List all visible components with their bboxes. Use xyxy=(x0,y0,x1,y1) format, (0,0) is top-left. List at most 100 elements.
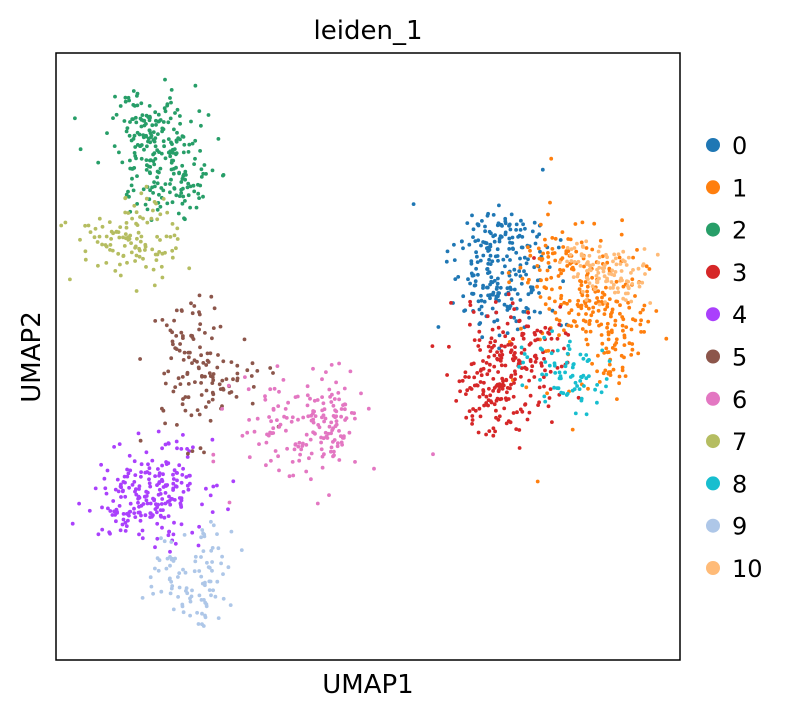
point-cluster-4 xyxy=(133,473,138,477)
point-cluster-1 xyxy=(590,361,594,366)
point-cluster-5 xyxy=(166,369,171,374)
cluster-3-points xyxy=(430,256,581,450)
point-cluster-8 xyxy=(540,347,544,352)
point-cluster-8 xyxy=(572,387,577,391)
point-cluster-8 xyxy=(599,390,604,395)
point-cluster-3 xyxy=(490,327,495,332)
point-cluster-4 xyxy=(210,510,215,514)
point-cluster-2 xyxy=(197,109,202,113)
point-cluster-4 xyxy=(174,439,179,444)
point-cluster-6 xyxy=(329,445,334,450)
point-cluster-7 xyxy=(108,243,113,247)
point-cluster-3 xyxy=(470,422,474,426)
point-cluster-1 xyxy=(546,261,551,265)
point-cluster-3 xyxy=(528,393,533,398)
point-cluster-5 xyxy=(197,412,202,417)
point-cluster-2 xyxy=(155,175,160,180)
point-cluster-1 xyxy=(589,313,594,318)
point-cluster-7 xyxy=(152,283,157,288)
point-cluster-6 xyxy=(281,378,286,382)
point-cluster-5 xyxy=(210,397,215,402)
point-cluster-0 xyxy=(498,285,503,290)
point-cluster-1 xyxy=(584,312,588,316)
point-cluster-7 xyxy=(168,235,173,239)
point-cluster-1 xyxy=(638,322,643,327)
point-cluster-3 xyxy=(481,389,486,394)
point-cluster-3 xyxy=(486,344,491,349)
point-cluster-2 xyxy=(216,137,221,141)
point-cluster-6 xyxy=(296,444,301,449)
point-cluster-2 xyxy=(78,147,83,152)
point-cluster-4 xyxy=(121,512,126,516)
point-cluster-4 xyxy=(172,468,177,473)
point-cluster-3 xyxy=(525,417,530,422)
point-cluster-1 xyxy=(580,220,585,225)
point-cluster-5 xyxy=(210,375,215,380)
point-cluster-2 xyxy=(123,95,128,100)
point-cluster-8 xyxy=(547,363,552,368)
point-cluster-1 xyxy=(623,374,628,378)
legend-item-1: 1 xyxy=(706,174,747,202)
point-cluster-2 xyxy=(128,120,132,124)
point-cluster-5 xyxy=(224,377,229,381)
point-cluster-2 xyxy=(125,126,130,130)
point-cluster-2 xyxy=(145,144,149,149)
point-cluster-9 xyxy=(181,610,186,615)
point-cluster-9 xyxy=(189,594,194,599)
point-cluster-1 xyxy=(610,330,614,335)
point-cluster-0 xyxy=(484,241,489,246)
point-cluster-3 xyxy=(511,358,516,363)
point-cluster-0 xyxy=(487,248,492,252)
point-cluster-6 xyxy=(292,447,297,452)
point-cluster-0 xyxy=(497,203,501,208)
point-cluster-5 xyxy=(162,371,167,376)
point-cluster-1 xyxy=(619,232,624,237)
point-cluster-6 xyxy=(359,391,363,396)
point-cluster-6 xyxy=(339,440,344,445)
point-cluster-10 xyxy=(587,253,592,258)
point-cluster-2 xyxy=(201,194,205,199)
point-cluster-4 xyxy=(116,489,121,494)
legend-marker-7 xyxy=(706,434,720,449)
point-cluster-1 xyxy=(614,299,619,304)
point-cluster-1 xyxy=(620,315,625,319)
point-cluster-10 xyxy=(584,298,589,302)
point-cluster-6 xyxy=(286,400,290,405)
point-cluster-3 xyxy=(509,375,513,379)
point-cluster-7 xyxy=(121,254,126,258)
point-cluster-8 xyxy=(542,335,547,340)
point-cluster-2 xyxy=(170,200,175,205)
point-cluster-9 xyxy=(221,572,225,576)
point-cluster-8 xyxy=(522,352,527,356)
point-cluster-0 xyxy=(473,279,478,284)
point-cluster-1 xyxy=(549,156,554,161)
point-cluster-6 xyxy=(272,386,277,391)
point-cluster-5 xyxy=(235,371,240,376)
point-cluster-0 xyxy=(452,258,457,262)
point-cluster-2 xyxy=(184,173,188,177)
point-cluster-9 xyxy=(177,571,182,575)
point-cluster-6 xyxy=(352,411,356,416)
cluster-10-points xyxy=(557,239,660,307)
point-cluster-2 xyxy=(140,113,145,117)
point-cluster-8 xyxy=(579,396,584,401)
point-cluster-3 xyxy=(454,399,459,403)
point-cluster-0 xyxy=(524,261,529,266)
point-cluster-4 xyxy=(159,502,164,506)
point-cluster-4 xyxy=(179,505,184,509)
point-cluster-6 xyxy=(319,435,323,440)
point-cluster-1 xyxy=(553,310,558,315)
point-cluster-0 xyxy=(547,265,552,269)
point-cluster-2 xyxy=(152,162,157,167)
point-cluster-6 xyxy=(267,415,271,419)
point-cluster-7 xyxy=(123,210,128,215)
point-cluster-6 xyxy=(335,444,340,449)
point-cluster-4 xyxy=(121,517,126,522)
point-cluster-4 xyxy=(156,429,161,434)
point-cluster-5 xyxy=(197,366,201,371)
point-cluster-2 xyxy=(199,123,203,128)
point-cluster-1 xyxy=(587,306,591,311)
point-cluster-2 xyxy=(152,151,157,156)
point-cluster-6 xyxy=(304,469,309,474)
point-cluster-6 xyxy=(211,459,216,464)
